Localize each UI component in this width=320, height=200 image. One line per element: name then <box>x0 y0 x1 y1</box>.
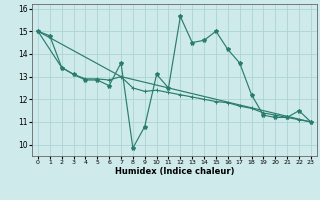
X-axis label: Humidex (Indice chaleur): Humidex (Indice chaleur) <box>115 167 234 176</box>
